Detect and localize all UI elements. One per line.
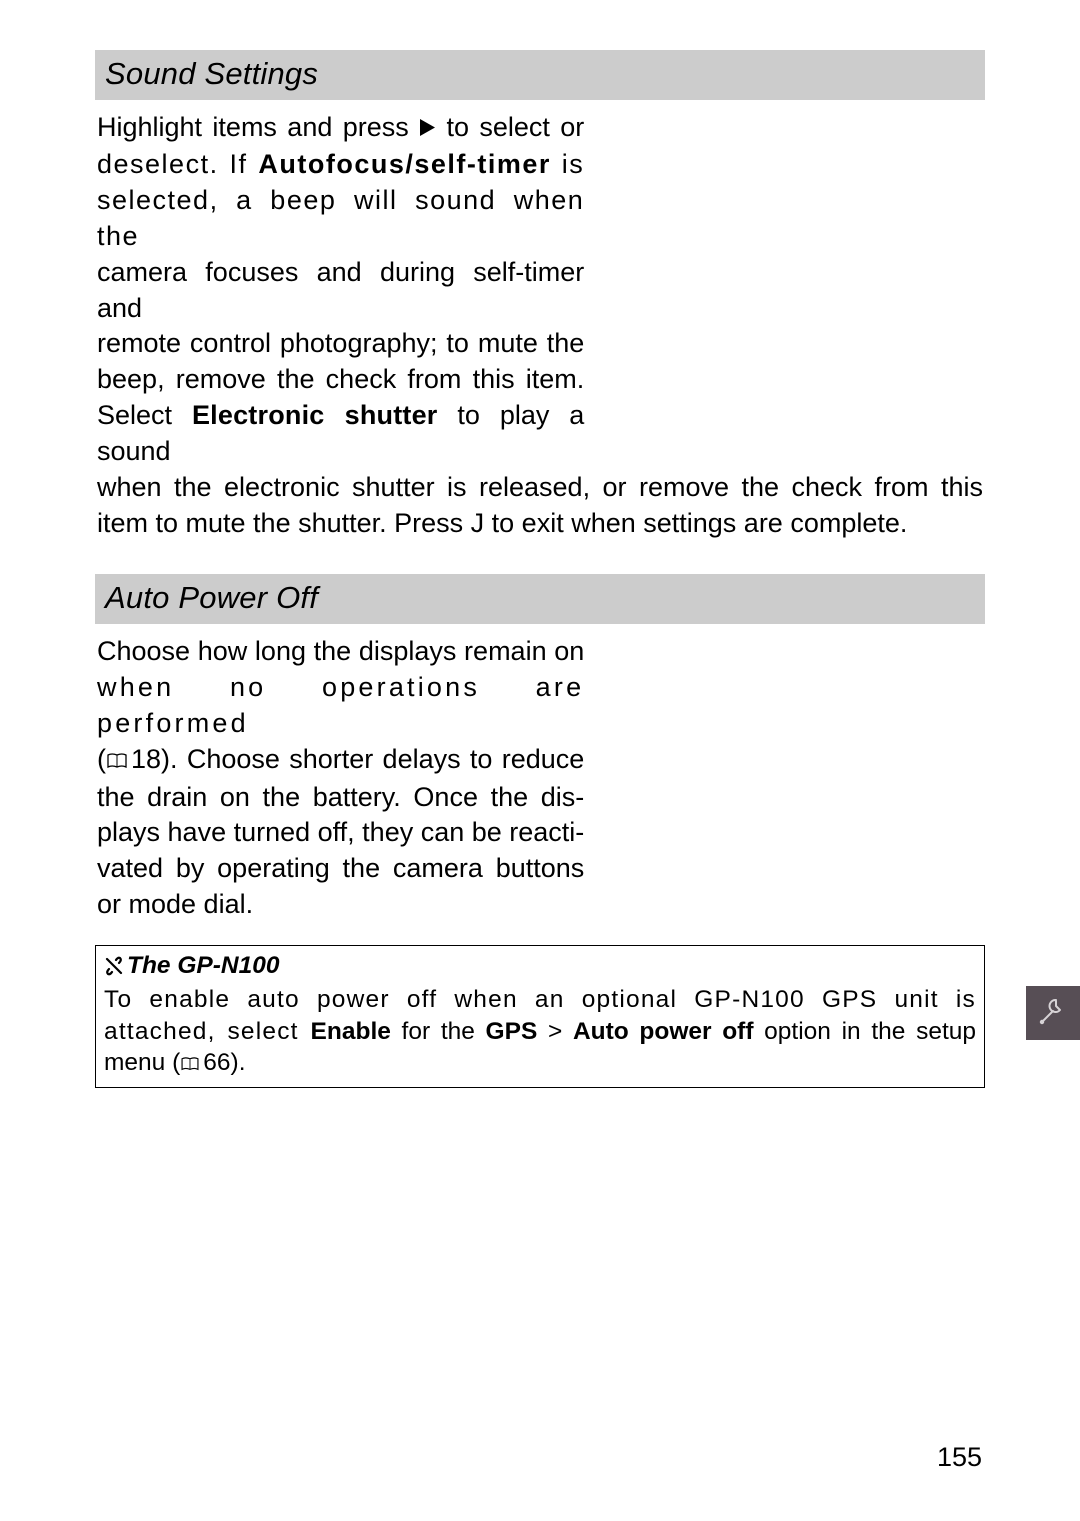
bold-electronic-shutter: Electronic shutter	[192, 400, 438, 430]
note-body: To enable auto power off when an optiona…	[104, 984, 976, 1080]
page: Sound Settings Highlight items and press…	[0, 0, 1080, 1521]
side-tab	[1026, 986, 1080, 1040]
bold-gps: GPS	[486, 1018, 538, 1045]
text: the drain on the battery. Once the dis-	[97, 782, 584, 812]
text: beep, remove the check from this item.	[97, 364, 584, 394]
text: camera focuses and during self-timer and	[97, 257, 584, 323]
text: remote control photography; to mute the	[97, 328, 584, 358]
auto-power-off-body: Choose how long the displays remain on w…	[95, 634, 985, 923]
sound-settings-body: Highlight items and press to select or d…	[95, 110, 985, 542]
note-title: The GP-N100	[104, 950, 976, 984]
section-header-auto-power-off: Auto Power Off	[95, 574, 985, 624]
text: >	[537, 1018, 573, 1045]
text: ).	[231, 1049, 246, 1076]
text: for the	[391, 1018, 486, 1045]
sound-para-wide: when the electronic shutter is released,…	[97, 470, 983, 542]
sound-para-narrow: Highlight items and press to select or d…	[97, 110, 584, 470]
text: Select	[97, 400, 192, 430]
text: plays have turned off, they can be react…	[97, 817, 584, 847]
text: 66	[203, 1049, 230, 1076]
text: Choose how long the displays remain on	[97, 636, 584, 666]
text: deselect. If	[97, 149, 258, 179]
text: 18	[131, 744, 161, 774]
bold-enable: Enable	[311, 1018, 391, 1045]
text: vated by operating the camera buttons	[97, 853, 584, 883]
text: selected, a beep will sound when the	[97, 185, 584, 251]
wrench-icon	[1036, 996, 1070, 1030]
auto-para-narrow: Choose how long the displays remain on w…	[97, 634, 584, 923]
bold-auto-power-off: Auto power off	[573, 1018, 754, 1045]
text: to select or	[436, 112, 584, 142]
page-reference-icon	[106, 744, 128, 780]
text: when the electronic shutter is released,…	[97, 472, 983, 538]
text: when no operations are performed	[97, 672, 584, 738]
section-header-sound: Sound Settings	[95, 50, 985, 100]
page-number: 155	[937, 1442, 982, 1473]
right-arrow-icon	[419, 111, 436, 147]
text: ). Choose shorter delays to reduce	[161, 744, 584, 774]
note-box-gp-n100: The GP-N100 To enable auto power off whe…	[95, 945, 985, 1087]
text: Highlight items and press	[97, 112, 419, 142]
text: or mode dial.	[97, 887, 253, 923]
note-icon	[104, 953, 124, 984]
note-title-text: The GP-N100	[127, 952, 280, 979]
bold-autofocus: Autofocus/self-timer	[258, 149, 551, 179]
text: (	[97, 744, 106, 774]
page-reference-icon	[180, 1049, 200, 1080]
content-area: Sound Settings Highlight items and press…	[95, 50, 985, 1088]
text: is	[551, 149, 584, 179]
